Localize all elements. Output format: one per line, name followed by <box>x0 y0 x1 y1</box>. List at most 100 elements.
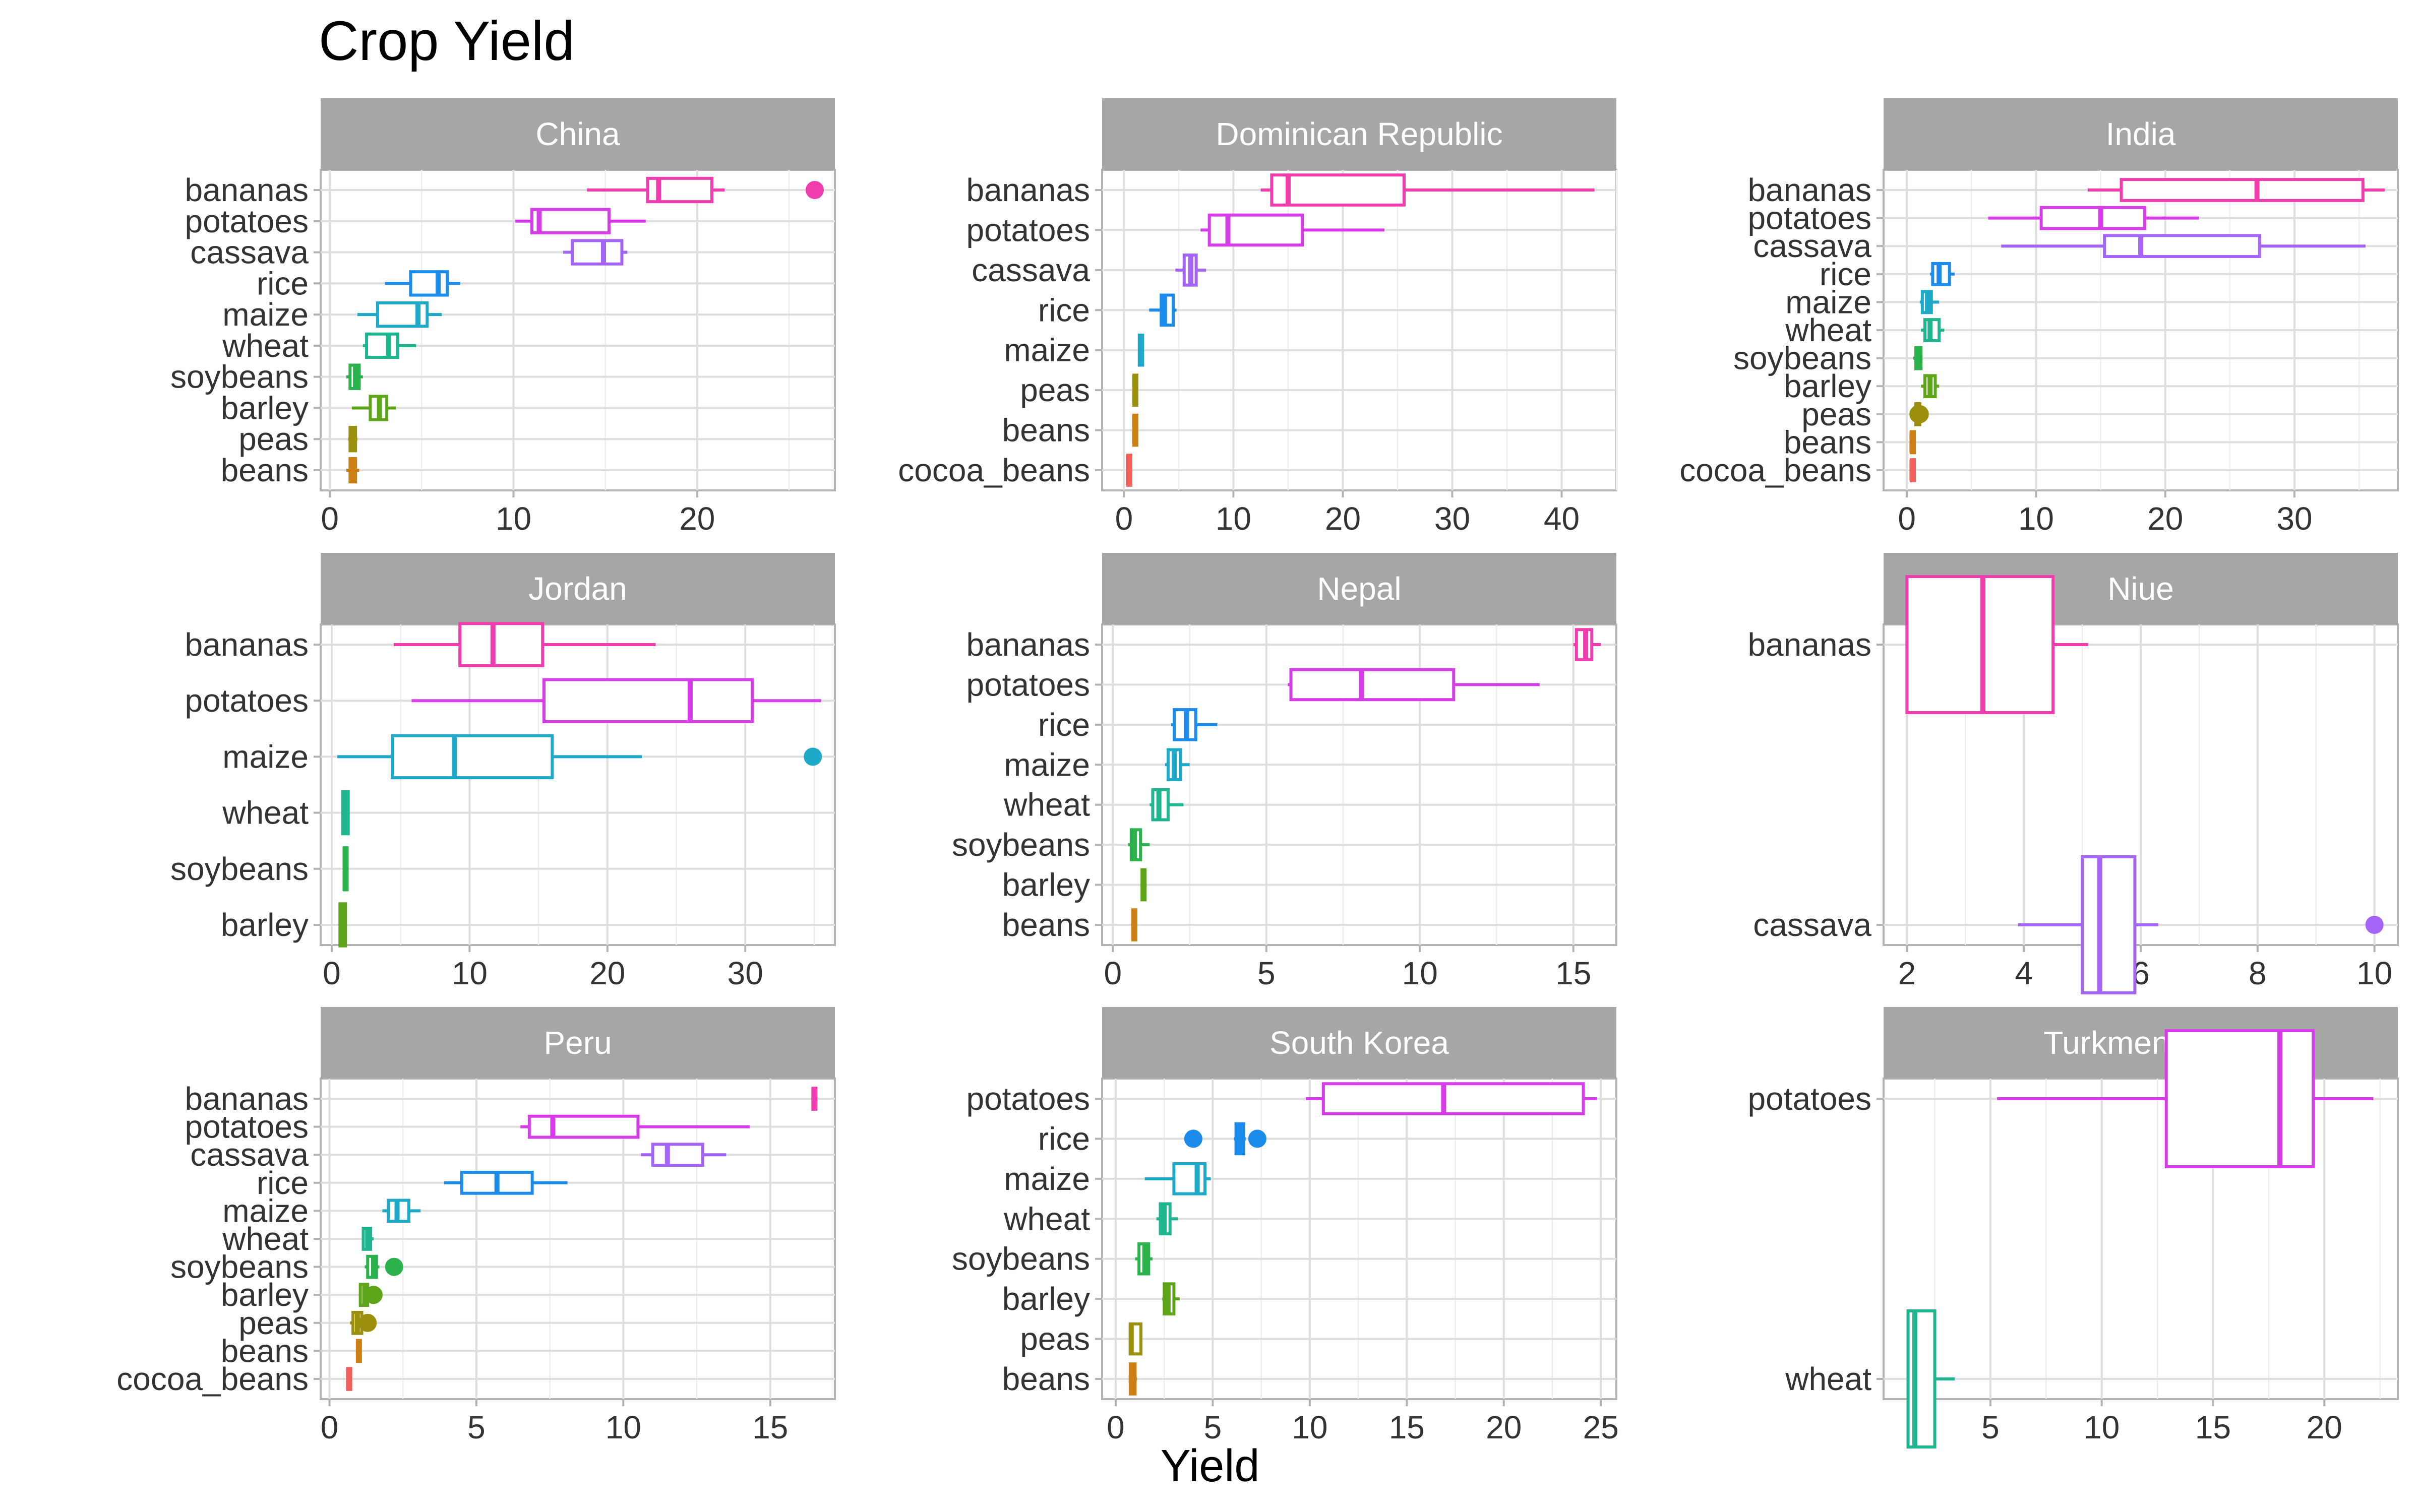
y-tick-label: wheat <box>222 795 309 831</box>
x-tick-label: 0 <box>1104 955 1122 991</box>
y-tick-label: rice <box>1038 707 1090 743</box>
box-iqr <box>2039 206 2146 230</box>
box-iqr <box>1172 1162 1206 1195</box>
outlier-point <box>1184 1129 1202 1148</box>
box-cocoa-beans <box>346 1367 352 1391</box>
facet-strip-label: India <box>2106 116 2176 152</box>
box-soybeans <box>1135 1242 1153 1276</box>
x-tick-label: 10 <box>1402 955 1438 991</box>
facet-strip-label: China <box>535 116 620 152</box>
y-tick-label: maize <box>1004 746 1090 783</box>
box-iqr <box>2164 1029 2315 1168</box>
facet-strip-label: South Korea <box>1269 1025 1449 1061</box>
facet-peru: Peru 0 5 10 15 bananaspotatoescassavaricemaiz… <box>116 1007 836 1445</box>
box-bananas <box>1905 575 2088 714</box>
box-iqr <box>542 678 754 723</box>
box-cassava <box>1175 254 1206 287</box>
facet-strip <box>1884 98 2398 170</box>
box-iqr <box>1321 1082 1585 1115</box>
x-tick-label: 20 <box>589 955 625 991</box>
y-tick-label: maize <box>1785 284 1871 320</box>
box-rice <box>1149 293 1177 327</box>
x-tick-label: 0 <box>321 1409 339 1445</box>
box-iqr <box>1905 575 2055 714</box>
x-axis-label-text: Yield <box>1160 1441 1260 1491</box>
box-soybeans <box>346 363 363 390</box>
box-barley <box>338 902 347 948</box>
box-iqr <box>530 208 611 234</box>
box-potatoes <box>1288 668 1540 702</box>
box-rice <box>1171 708 1218 741</box>
facet-strip-label: Niue <box>2107 571 2174 607</box>
box-barley <box>1140 868 1147 902</box>
box-cocoa-beans <box>1909 458 1916 482</box>
box-cocoa-beans <box>1126 454 1132 487</box>
x-tick-label: 30 <box>728 955 763 991</box>
y-tick-label: beans <box>221 1333 309 1369</box>
box-peas <box>1909 402 1929 426</box>
y-tick-label: wheat <box>222 328 309 364</box>
facet-strip <box>321 1007 835 1079</box>
facet-strip <box>321 553 835 624</box>
box-beans <box>1128 1362 1137 1396</box>
box-iqr <box>2103 234 2261 259</box>
x-tick-label: 10 <box>496 500 531 537</box>
box-soybeans <box>1128 828 1150 861</box>
x-tick-label: 0 <box>323 955 341 991</box>
box-wheat <box>1150 788 1184 822</box>
box-iqr <box>2120 178 2365 202</box>
y-tick-label: potatoes <box>1747 200 1871 236</box>
y-tick-label: bananas <box>185 626 309 663</box>
y-tick-label: potatoes <box>185 1109 309 1145</box>
y-tick-label: cassava <box>1753 907 1871 943</box>
x-tick-label: 10 <box>2084 1409 2120 1445</box>
box-bananas <box>1573 628 1601 661</box>
x-axis-label: Yield <box>0 1440 2420 1492</box>
y-tick-label: soybeans <box>1733 340 1871 376</box>
x-tick-label: 20 <box>1486 1409 1522 1445</box>
x-tick-label: 40 <box>1544 500 1580 537</box>
box-soybeans <box>1913 346 1923 370</box>
facet-strip <box>1102 553 1616 624</box>
outlier-point <box>2365 916 2384 934</box>
box-iqr <box>1207 213 1304 247</box>
x-tick-label: 10 <box>2356 955 2392 991</box>
facet-jordan: Jordan 0 10 20 30 bananas potatoes maize wheat so… <box>170 553 836 991</box>
facet-strip <box>321 98 835 170</box>
box-potatoes <box>1997 1029 2374 1168</box>
outlier-point <box>385 1257 403 1276</box>
box-maize <box>1919 290 1940 314</box>
x-tick-label: 10 <box>452 955 488 991</box>
panel-background <box>1101 169 1617 491</box>
x-tick-label: 0 <box>1107 1409 1125 1445</box>
y-tick-label: beans <box>1784 424 1871 460</box>
y-tick-label: peas <box>1801 396 1871 432</box>
x-tick-label: 5 <box>1981 1409 2000 1445</box>
box-peas <box>350 1310 377 1335</box>
outlier-point <box>358 1313 377 1332</box>
x-tick-label: 20 <box>679 500 715 537</box>
y-tick-label: potatoes <box>185 203 309 239</box>
x-tick-label: 10 <box>1216 500 1251 537</box>
y-tick-label: soybeans <box>952 1241 1090 1277</box>
x-tick-label: 30 <box>2276 500 2312 537</box>
box-rice <box>385 270 460 297</box>
y-tick-label: barley <box>1002 1281 1090 1317</box>
y-tick-label: wheat <box>1003 1201 1090 1237</box>
y-tick-label: barley <box>1784 368 1871 404</box>
y-tick-label: bananas <box>185 1081 309 1117</box>
x-tick-label: 15 <box>2195 1409 2231 1445</box>
y-tick-label: barley <box>221 1277 309 1313</box>
box-maize <box>382 1199 421 1223</box>
y-tick-label: bananas <box>1747 172 1871 208</box>
y-tick-label: bananas <box>185 172 309 208</box>
x-tick-label: 5 <box>1204 1409 1222 1445</box>
facet-india: India 0 10 20 30 bananaspotatoescassavaricema… <box>1679 98 2399 537</box>
y-tick-label: potatoes <box>185 682 309 719</box>
box-iqr <box>527 1114 640 1139</box>
box-iqr <box>365 332 399 359</box>
outlier-point <box>804 747 822 766</box>
y-tick-label: cassava <box>1753 228 1871 264</box>
